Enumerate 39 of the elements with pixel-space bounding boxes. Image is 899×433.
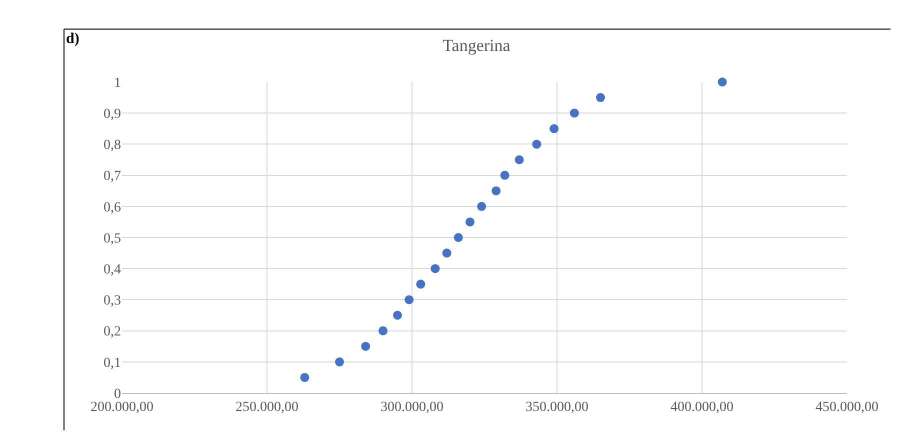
point [718, 78, 727, 86]
x-tick-label: 450.000,00 [816, 400, 878, 415]
point [300, 372, 310, 382]
point [416, 280, 426, 289]
x-tick-label: 350.000,00 [526, 400, 588, 415]
x-tick-label: 400.000,00 [670, 400, 734, 415]
point [514, 155, 524, 164]
y-tick-label: 0,3 [104, 294, 121, 309]
point [466, 217, 474, 226]
y-tick-label: 0,6 [104, 200, 121, 216]
point [596, 93, 605, 102]
point [492, 186, 501, 196]
point [404, 295, 414, 304]
point [361, 342, 370, 351]
y-tick-label: 0,4 [104, 262, 121, 278]
point [532, 140, 542, 149]
point [393, 310, 402, 320]
y-tick-label: 0,7 [104, 169, 121, 184]
y-tick-label: 0,5 [104, 231, 121, 246]
point [442, 248, 452, 258]
y-tick-label: 0,9 [104, 107, 121, 122]
point [570, 108, 579, 118]
point [477, 202, 486, 211]
point [500, 170, 510, 180]
point [454, 233, 463, 242]
y-tick-label: 0,8 [104, 138, 121, 154]
chart-title: Tangerina [442, 36, 511, 55]
text: d) [66, 31, 80, 47]
point [378, 326, 388, 336]
x-tick-label: 250.000,00 [236, 400, 298, 415]
y-tick-label: 1 [114, 76, 121, 91]
point [335, 357, 344, 366]
point [430, 264, 440, 274]
x-tick-label: 200.000,00 [90, 400, 154, 415]
y-tick-label: 0,2 [104, 324, 121, 340]
y-tick-label: 0,1 [104, 356, 121, 371]
x-tick-label: 300.000,00 [380, 400, 444, 415]
y-tick-label: 0 [114, 386, 121, 402]
point [550, 124, 559, 134]
